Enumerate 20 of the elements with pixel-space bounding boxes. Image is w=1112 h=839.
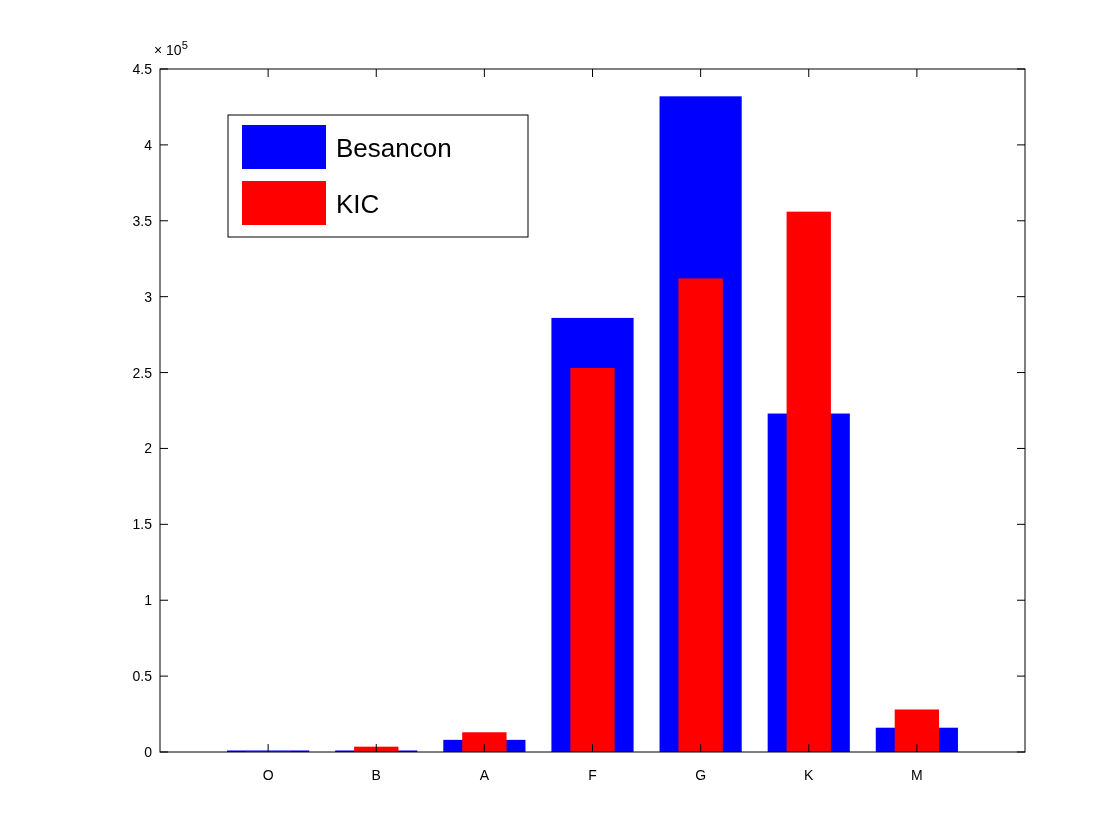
y-tick-label: 4.5	[132, 61, 153, 77]
y-tick-label: 0.5	[132, 668, 153, 685]
legend-label: KIC	[336, 189, 380, 219]
y-tick-label: 3	[144, 288, 153, 305]
y-tick-label: 1.5	[132, 516, 153, 533]
x-tick-label: A	[479, 767, 490, 783]
y-tick-label: 4	[144, 136, 153, 153]
y-tick-label: 1	[144, 592, 153, 609]
y-tick-label: 2.5	[132, 364, 153, 381]
legend-label: Besancon	[336, 133, 452, 163]
x-tick-label: K	[804, 767, 815, 783]
x-tick-label: G	[695, 767, 707, 783]
y-tick-label: 0	[144, 744, 153, 760]
text: × 10$^{5}$	[154, 39, 188, 58]
y-tick-label: 2	[144, 440, 153, 457]
y-tick-label: 3.5	[132, 212, 153, 229]
x-tick-label: B	[371, 767, 381, 783]
x-tick-label: O	[262, 767, 274, 783]
x-tick-label: F	[588, 767, 597, 783]
x-tick-label: M	[911, 767, 923, 783]
